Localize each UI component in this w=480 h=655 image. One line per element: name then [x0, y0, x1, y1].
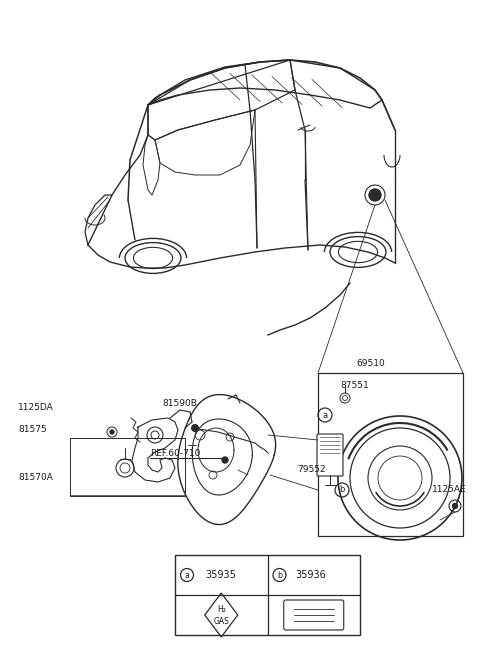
Text: b: b: [339, 485, 345, 495]
Text: H₂: H₂: [217, 605, 226, 614]
Text: 69510: 69510: [356, 360, 385, 369]
Circle shape: [369, 189, 381, 201]
Text: a: a: [185, 571, 190, 580]
Text: 79552: 79552: [297, 466, 325, 474]
Circle shape: [110, 430, 114, 434]
Text: a: a: [323, 411, 327, 419]
Bar: [70, 438, 185, 496]
Text: 1125DA: 1125DA: [18, 403, 54, 413]
Text: 1125AE: 1125AE: [432, 485, 467, 495]
Text: 81590B: 81590B: [162, 398, 197, 407]
Circle shape: [453, 504, 457, 508]
Text: REF.60-710: REF.60-710: [150, 449, 200, 457]
Circle shape: [222, 457, 228, 463]
Text: 35936: 35936: [296, 570, 326, 580]
FancyBboxPatch shape: [284, 600, 344, 630]
Bar: [318, 373, 463, 536]
FancyBboxPatch shape: [317, 434, 343, 476]
Text: GAS: GAS: [213, 618, 229, 626]
Text: 35935: 35935: [205, 570, 236, 580]
Text: 81575: 81575: [18, 426, 47, 434]
Bar: [175, 555, 360, 635]
Text: 81570A: 81570A: [18, 474, 53, 483]
Circle shape: [192, 424, 199, 432]
Text: 87551: 87551: [340, 381, 369, 390]
Text: b: b: [277, 571, 282, 580]
